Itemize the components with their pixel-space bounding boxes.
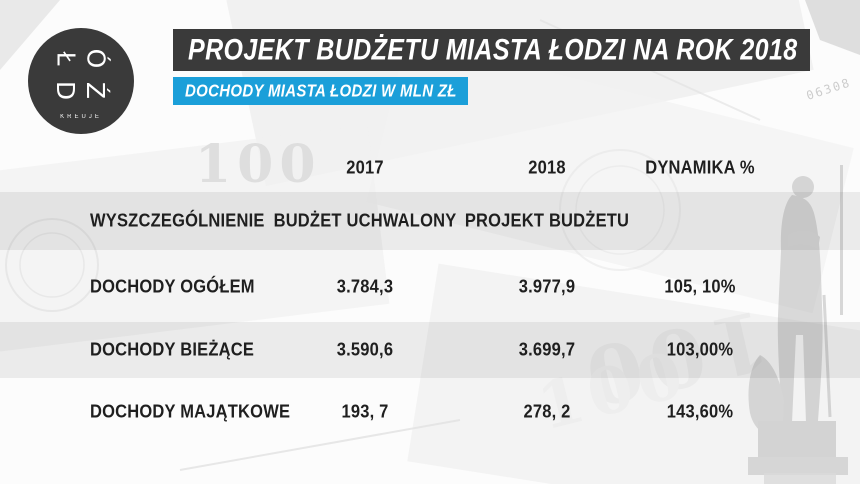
table-stripe-row-biezace bbox=[0, 322, 860, 378]
value-2018: 3.977,9 bbox=[518, 276, 576, 297]
slide-subtitle: DOCHODY MIASTA ŁODZI W MLN ZŁ bbox=[185, 81, 457, 101]
logo-letter-l: Ł bbox=[51, 51, 81, 66]
column-header-2017: 2017 bbox=[346, 157, 384, 179]
row-label: DOCHODY MAJĄTKOWE bbox=[90, 401, 291, 422]
column-header-2018: 2018 bbox=[528, 157, 566, 179]
value-dynamics: 143,60% bbox=[666, 401, 734, 422]
value-dynamics: 105, 10% bbox=[664, 276, 736, 297]
value-2017: 193, 7 bbox=[341, 401, 389, 422]
column-header-budget-draft: PROJEKT BUDŻETU bbox=[464, 210, 630, 231]
slide-title: PROJEKT BUDŻETU MIASTA ŁODZI NA ROK 2018 bbox=[188, 32, 798, 66]
row-label: DOCHODY OGÓŁEM bbox=[90, 276, 255, 297]
value-2017: 3.590,6 bbox=[336, 339, 394, 360]
column-header-budget-adopted: BUDŻET UCHWALONY bbox=[273, 210, 457, 231]
value-2017: 3.784,3 bbox=[336, 276, 394, 297]
table-stripe-subheader bbox=[0, 192, 860, 250]
row-label: DOCHODY BIEŻĄCE bbox=[90, 339, 255, 360]
table-row-dochody-ogolem: DOCHODY OGÓŁEM 3.784,3 3.977,9 105, 10% bbox=[0, 252, 860, 322]
logo-letter-o: Ó bbox=[81, 48, 111, 69]
guilloche-circles bbox=[5, 149, 681, 312]
slide-title-bar: PROJEKT BUDŻETU MIASTA ŁODZI NA ROK 2018 bbox=[173, 29, 810, 71]
column-header-dynamics: DYNAMIKA % bbox=[645, 157, 755, 179]
statue-silhouette bbox=[748, 165, 848, 484]
logo-caption: KREUJE bbox=[60, 113, 102, 120]
table-row-dochody-biezace: DOCHODY BIEŻĄCE 3.590,6 3.699,7 103,00% bbox=[0, 322, 860, 378]
column-header-specification: WYSZCZEGÓLNIENIE bbox=[90, 210, 265, 231]
table-subheader-row: WYSZCZEGÓLNIENIE BUDŻET UCHWALONY PROJEK… bbox=[0, 192, 860, 250]
lodz-logo-letters: Ł Ó D Ź bbox=[51, 43, 111, 107]
banknote-100-watermark: 100 bbox=[195, 134, 322, 195]
table-row-dochody-majatkowe: DOCHODY MAJĄTKOWE 193, 7 278, 2 143,60% bbox=[0, 380, 860, 444]
value-2018: 278, 2 bbox=[523, 401, 571, 422]
table-header-years-row: 2017 2018 DYNAMIKA % bbox=[0, 145, 860, 192]
slide-subtitle-bar: DOCHODY MIASTA ŁODZI W MLN ZŁ bbox=[173, 77, 468, 105]
value-dynamics: 103,00% bbox=[666, 339, 734, 360]
logo-letter-d: D bbox=[51, 80, 81, 101]
value-2018: 3.699,7 bbox=[518, 339, 576, 360]
logo-letter-z: Ź bbox=[81, 81, 111, 100]
lodz-city-logo: Ł Ó D Ź KREUJE bbox=[28, 28, 134, 134]
banknote-serial-number: 06308 bbox=[805, 75, 853, 103]
